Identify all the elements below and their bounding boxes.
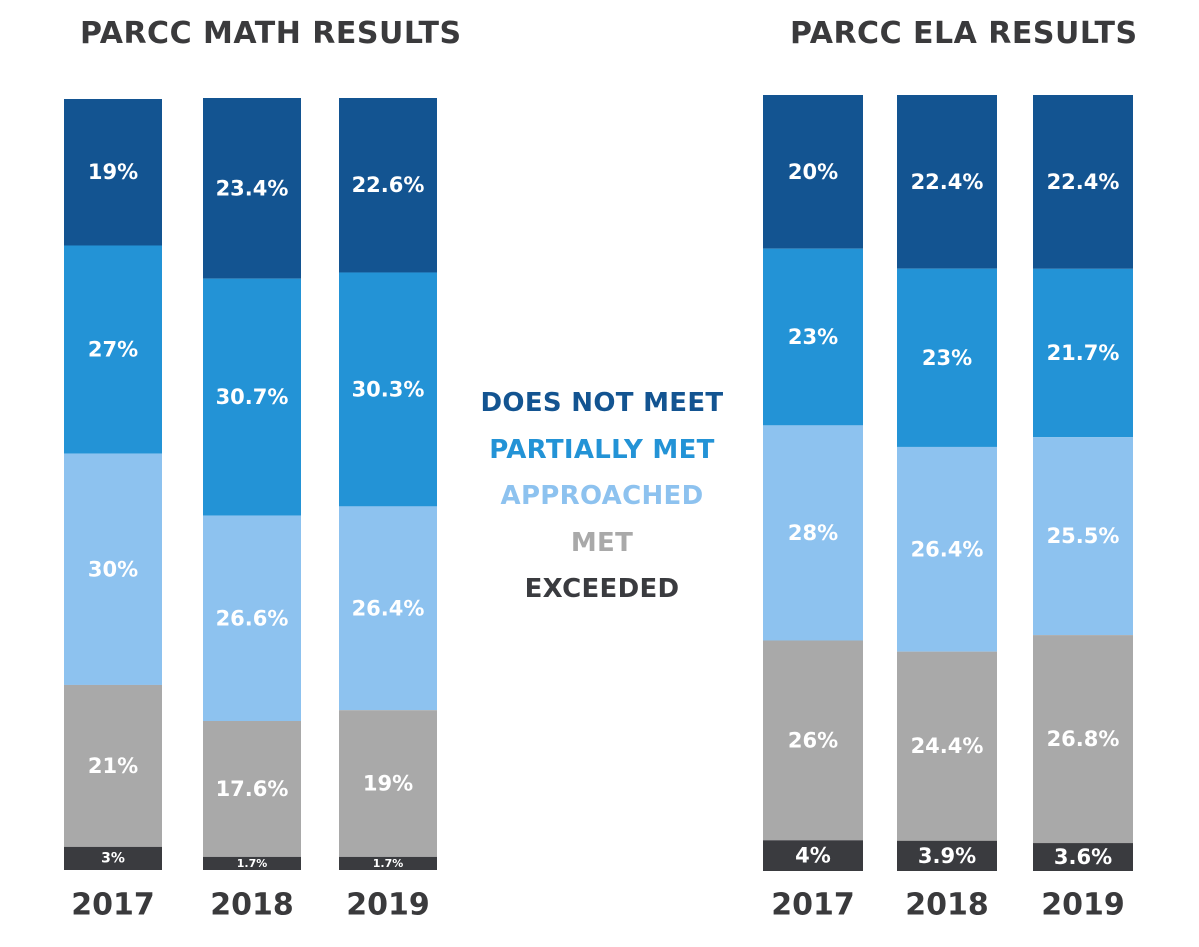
- math-bar-2019-approached-label: 26.4%: [352, 596, 425, 620]
- ela-bar-2019-does-not-meet-label: 22.4%: [1047, 170, 1120, 194]
- math-bar-2018-approached-label: 26.6%: [216, 606, 289, 630]
- legend-item-partially-met: PARTIALLY MET: [489, 434, 715, 465]
- math-bar-2017-does-not-meet-segment: [64, 99, 162, 246]
- ela-bar-2019-exceeded-label: 3.6%: [1054, 845, 1112, 869]
- math-bar-2018-met-label: 17.6%: [216, 777, 289, 801]
- math-bar-2019-exceeded-segment: [339, 856, 437, 870]
- math-bar-2017-approached-segment: [64, 453, 162, 685]
- math-bar-2018-does-not-meet-label: 23.4%: [216, 176, 289, 200]
- math-year-label-2019: 2019: [346, 888, 430, 923]
- math-bar-2019-partially-met-label: 30.3%: [352, 377, 425, 401]
- ela-bar-2019-approached-label: 25.5%: [1047, 524, 1120, 548]
- ela-bar-2017-partially-met-segment: [763, 248, 863, 426]
- ela-bar-2018-exceeded-segment: [897, 840, 997, 871]
- math-bar-2019-met-label: 19%: [363, 772, 413, 796]
- math-bar-2017-exceeded-label: 3%: [101, 850, 125, 866]
- ela-bar-2017-does-not-meet-segment: [763, 95, 863, 249]
- math-bar-2017-approached-label: 30%: [88, 557, 138, 581]
- math-bar-2018-met-segment: [203, 721, 301, 857]
- ela-bar-2019-approached-segment: [1033, 437, 1133, 636]
- ela-bar-2017-partially-met-label: 23%: [788, 325, 838, 349]
- math-bar-2019-met-segment: [339, 710, 437, 857]
- ela-bar-2017-does-not-meet-label: 20%: [788, 160, 838, 184]
- ela-bar-2018-met-segment: [897, 651, 997, 841]
- ela-bar-2018-partially-met-segment: [897, 268, 997, 447]
- ela-bar-2019-partially-met-label: 21.7%: [1047, 341, 1120, 365]
- ela-bar-2017-exceeded-segment: [763, 840, 863, 871]
- legend-item-approached: APPROACHED: [500, 481, 704, 511]
- ela-bar-2017-exceeded-label: 4%: [795, 844, 831, 868]
- math-bar-2017-met-label: 21%: [88, 754, 138, 778]
- ela-bar-2018-partially-met-label: 23%: [922, 346, 972, 370]
- math-bar-2019-exceeded-label: 1.7%: [373, 857, 404, 870]
- ela-bar-2017-approached-label: 28%: [788, 521, 838, 545]
- math-bar-2017-does-not-meet-label: 19%: [88, 160, 138, 184]
- ela-chart-title: PARCC ELA RESULTS: [790, 16, 1138, 51]
- math-bar-2018-partially-met-label: 30.7%: [216, 385, 289, 409]
- ela-year-label-2018: 2018: [905, 888, 989, 923]
- math-bar-2018-partially-met-segment: [203, 278, 301, 516]
- ela-year-label-2017: 2017: [771, 888, 855, 923]
- ela-bar-2017-met-segment: [763, 640, 863, 841]
- ela-bar-2017-met-label: 26%: [788, 728, 838, 752]
- ela-bar-2019-met-segment: [1033, 635, 1133, 844]
- math-bar-2018-does-not-meet-segment: [203, 98, 301, 279]
- math-bar-2018-approached-segment: [203, 515, 301, 722]
- math-chart-title: PARCC MATH RESULTS: [80, 16, 462, 51]
- ela-bar-2017-approached-segment: [763, 425, 863, 641]
- ela-bar-2018-does-not-meet-label: 22.4%: [911, 170, 984, 194]
- math-bar-2017-met-segment: [64, 684, 162, 847]
- ela-bar-2018-exceeded-label: 3.9%: [918, 844, 976, 868]
- legend-item-does-not-meet: DOES NOT MEET: [480, 388, 724, 418]
- ela-bar-2018-does-not-meet-segment: [897, 95, 997, 269]
- math-bar-2018-exceeded-segment: [203, 856, 301, 870]
- math-bar-2018-exceeded-label: 1.7%: [237, 857, 268, 870]
- math-bar-2019-approached-segment: [339, 506, 437, 711]
- ela-bar-2019-does-not-meet-segment: [1033, 95, 1133, 269]
- ela-bar-2019-met-label: 26.8%: [1047, 727, 1120, 751]
- math-bar-2019-does-not-meet-segment: [339, 98, 437, 273]
- math-bar-2019-does-not-meet-label: 22.6%: [352, 173, 425, 197]
- math-bar-2017-partially-met-label: 27%: [88, 338, 138, 362]
- legend-item-met: MET: [570, 527, 634, 558]
- ela-bar-2019-exceeded-segment: [1033, 843, 1133, 871]
- math-year-label-2018: 2018: [210, 888, 294, 923]
- legend: DOES NOT MEET PARTIALLY MET APPROACHED M…: [452, 380, 752, 613]
- math-bar-2017-partially-met-segment: [64, 245, 162, 454]
- ela-bar-2018-approached-label: 26.4%: [911, 537, 984, 561]
- math-year-label-2017: 2017: [71, 888, 155, 923]
- ela-year-label-2019: 2019: [1041, 888, 1125, 923]
- math-bar-2017-exceeded-segment: [64, 846, 162, 870]
- ela-bar-2018-approached-segment: [897, 446, 997, 652]
- legend-item-exceeded: EXCEEDED: [524, 574, 680, 604]
- ela-bar-2018-met-label: 24.4%: [911, 734, 984, 758]
- math-bar-2019-partially-met-segment: [339, 272, 437, 507]
- ela-bar-2019-partially-met-segment: [1033, 268, 1133, 438]
